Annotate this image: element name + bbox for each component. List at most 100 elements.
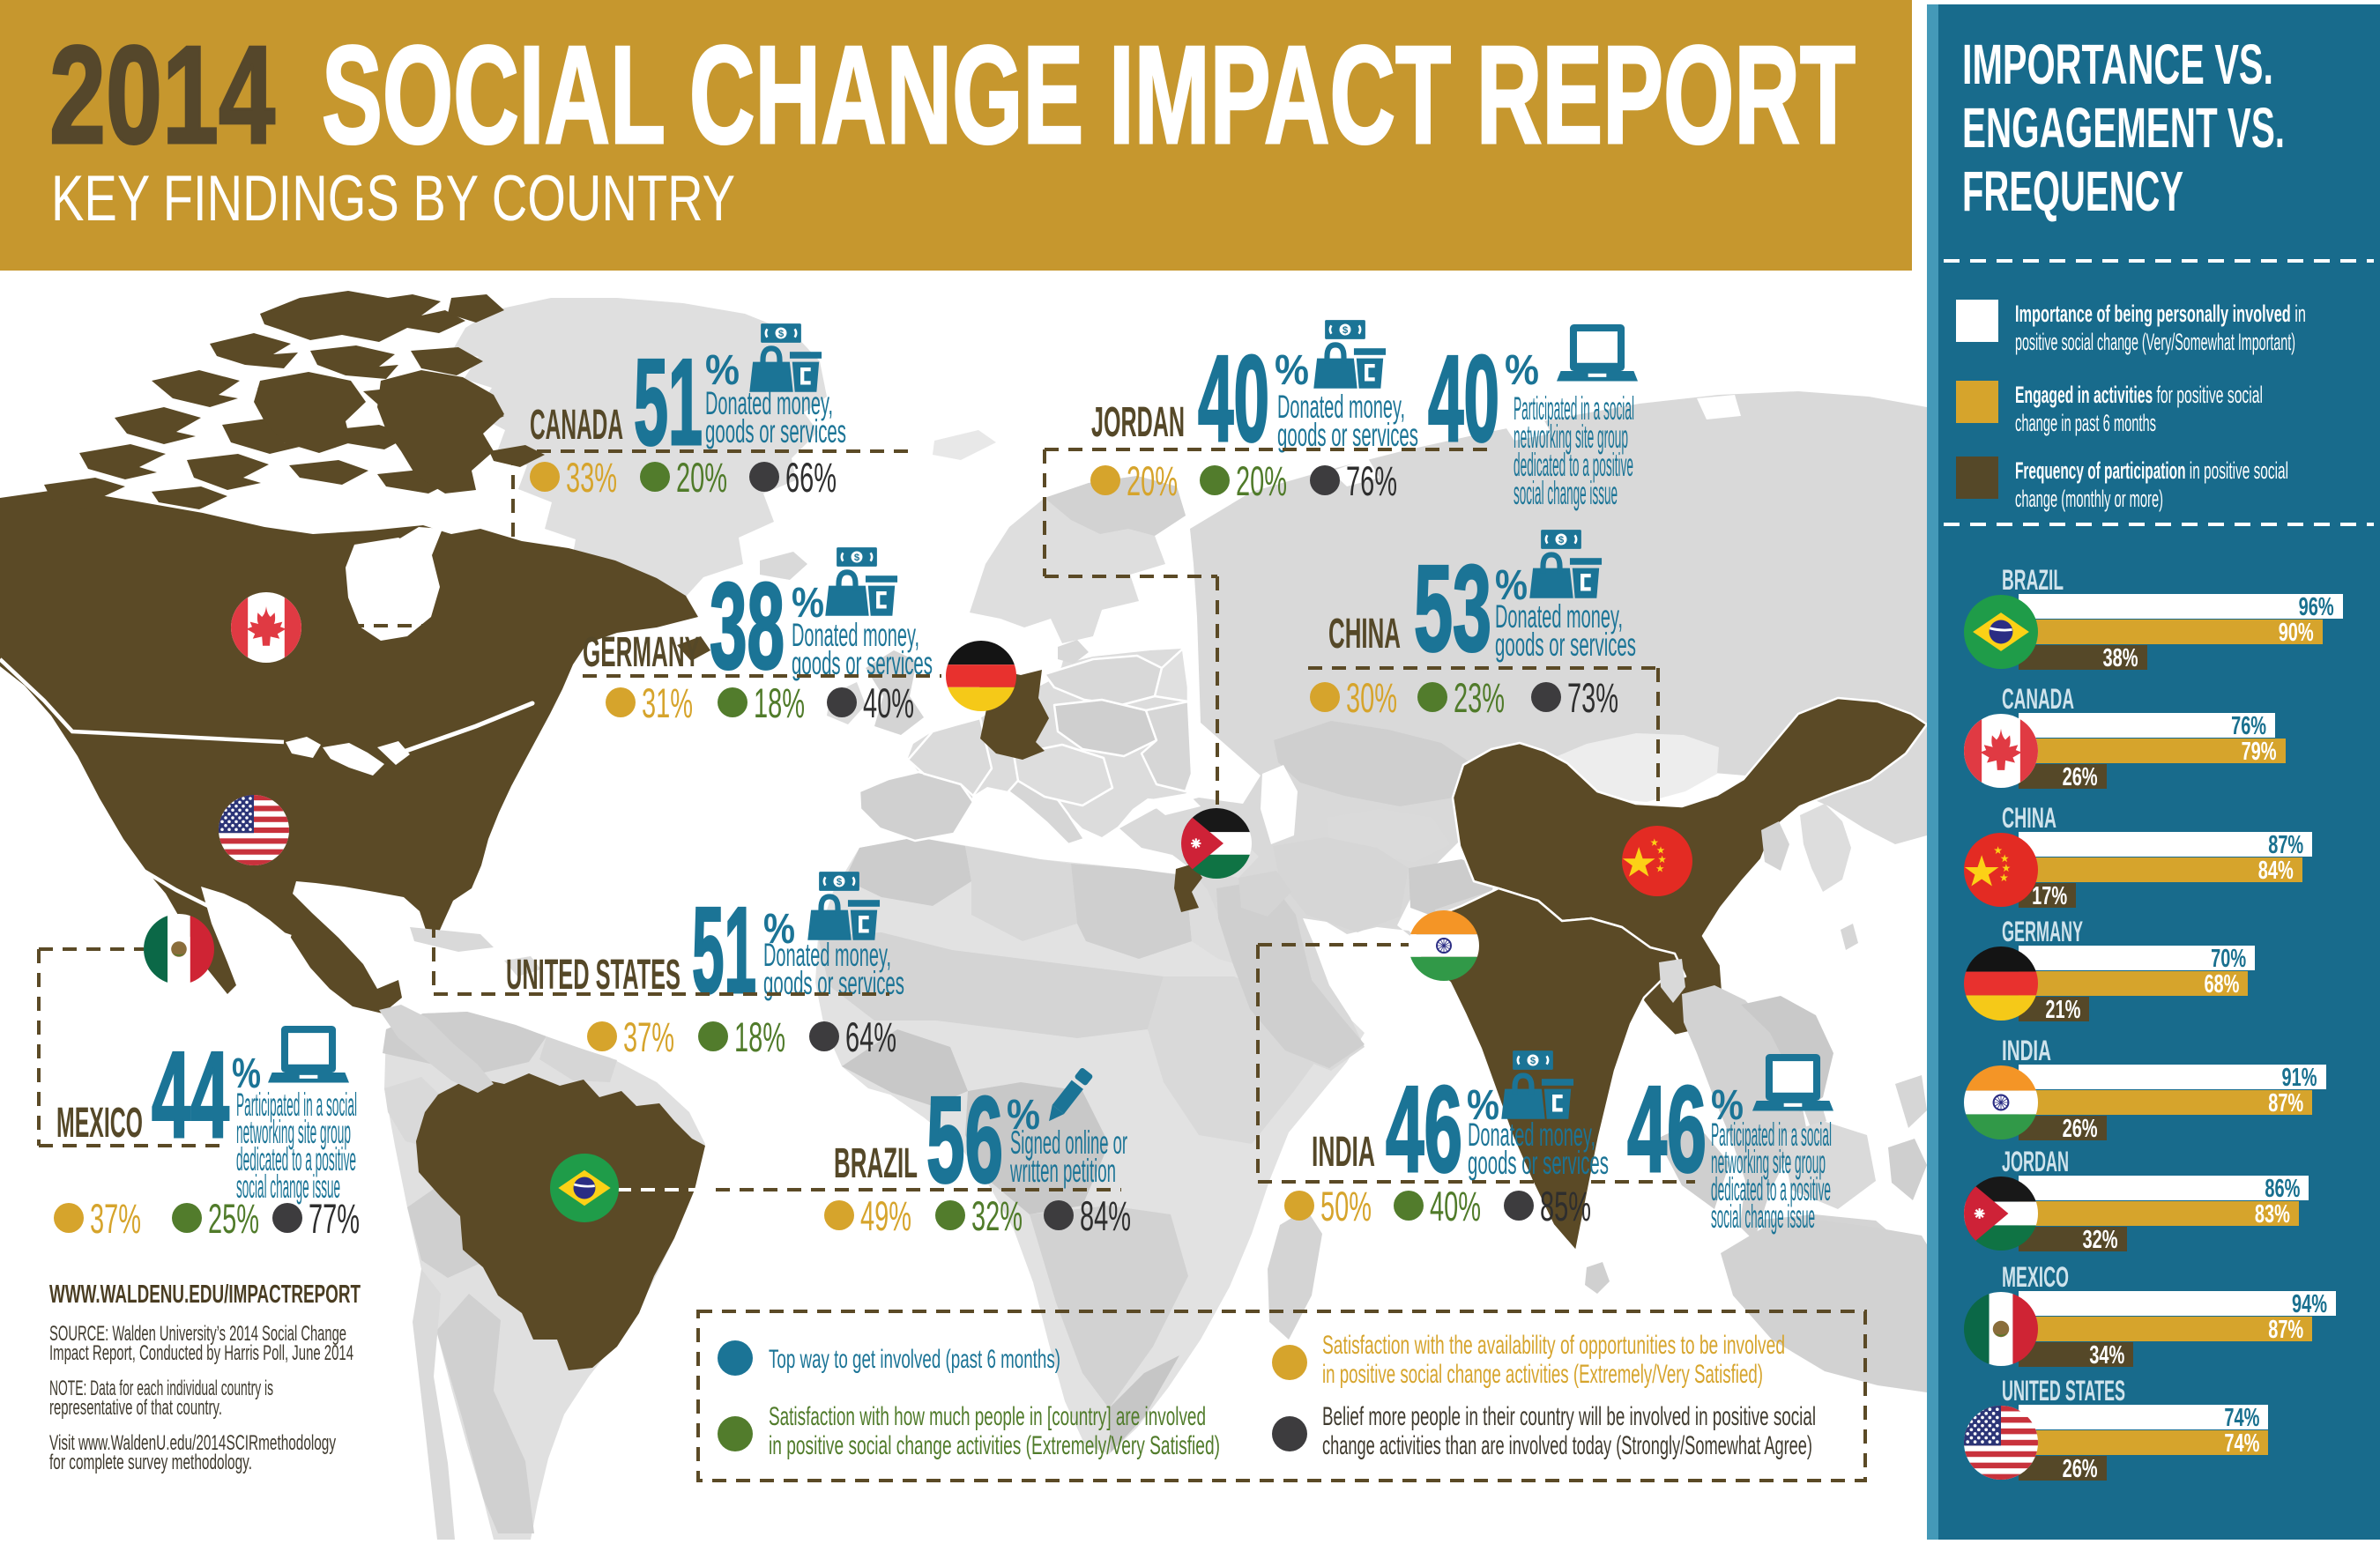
svg-text:Participated in a social: Participated in a social bbox=[1514, 390, 1634, 427]
svg-text:40%: 40% bbox=[863, 679, 914, 726]
svg-text:in positive social change acti: in positive social change activities (Ex… bbox=[1322, 1360, 1763, 1389]
svg-text:Importance of being personally: Importance of being personally involved … bbox=[2015, 301, 2306, 327]
svg-text:Donated money,: Donated money, bbox=[1277, 389, 1405, 425]
svg-text:46: 46 bbox=[1627, 1061, 1707, 1198]
svg-text:68%: 68% bbox=[2204, 970, 2239, 998]
svg-text:Satisfaction with how much peo: Satisfaction with how much people in [co… bbox=[769, 1402, 1206, 1431]
svg-text:SOCIAL CHANGE IMPACT REPORT: SOCIAL CHANGE IMPACT REPORT bbox=[322, 18, 1856, 173]
svg-text:25%: 25% bbox=[208, 1195, 259, 1242]
svg-text:goods or services: goods or services bbox=[1277, 417, 1418, 453]
svg-text:GERMANY: GERMANY bbox=[2002, 916, 2083, 947]
svg-text:KEY FINDINGS BY COUNTRY: KEY FINDINGS BY COUNTRY bbox=[51, 163, 735, 234]
svg-text:CANADA: CANADA bbox=[2002, 683, 2074, 715]
svg-text:31%: 31% bbox=[642, 679, 693, 726]
svg-text:87%: 87% bbox=[2268, 1316, 2303, 1344]
svg-text:70%: 70% bbox=[2211, 945, 2246, 973]
svg-text:2014: 2014 bbox=[49, 18, 275, 173]
svg-text:INDIA: INDIA bbox=[1312, 1129, 1375, 1176]
svg-text:Donated money,: Donated money, bbox=[705, 385, 833, 421]
svg-text:34%: 34% bbox=[2089, 1341, 2124, 1370]
svg-text:Top way to get involved (past: Top way to get involved (past 6 months) bbox=[769, 1345, 1060, 1374]
svg-text:%: % bbox=[1467, 1082, 1499, 1129]
svg-text:goods or services: goods or services bbox=[705, 413, 846, 449]
svg-text:Donated money,: Donated money, bbox=[792, 617, 919, 653]
svg-text:in positive social change acti: in positive social change activities (Ex… bbox=[769, 1431, 1220, 1460]
svg-text:Belief more people in their co: Belief more people in their country will… bbox=[1322, 1402, 1816, 1431]
svg-text:50%: 50% bbox=[1320, 1183, 1372, 1229]
svg-text:change activities than are inv: change activities than are involved toda… bbox=[1322, 1431, 1812, 1460]
svg-text:CHINA: CHINA bbox=[1328, 611, 1401, 657]
svg-text:32%: 32% bbox=[971, 1192, 1023, 1239]
svg-text:JORDAN: JORDAN bbox=[1091, 399, 1185, 446]
svg-text:change (monthly or more): change (monthly or more) bbox=[2015, 486, 2163, 512]
svg-text:32%: 32% bbox=[2083, 1226, 2118, 1254]
svg-text:64%: 64% bbox=[845, 1013, 896, 1060]
svg-text:FREQUENCY: FREQUENCY bbox=[1962, 160, 2183, 223]
svg-text:%: % bbox=[1711, 1082, 1744, 1129]
svg-text:20%: 20% bbox=[676, 454, 727, 501]
svg-text:73%: 73% bbox=[1567, 674, 1618, 721]
svg-text:76%: 76% bbox=[2231, 712, 2266, 740]
svg-text:JORDAN: JORDAN bbox=[2002, 1146, 2069, 1177]
svg-text:83%: 83% bbox=[2255, 1200, 2290, 1229]
svg-text:79%: 79% bbox=[2242, 738, 2277, 766]
svg-text:goods or services: goods or services bbox=[763, 965, 904, 1001]
svg-text:NOTE: Data for each individual: NOTE: Data for each individual country i… bbox=[49, 1377, 273, 1400]
svg-text:BRAZIL: BRAZIL bbox=[2002, 564, 2064, 596]
svg-text:87%: 87% bbox=[2268, 831, 2303, 859]
svg-text:$: $ bbox=[1342, 325, 1349, 336]
svg-text:Satisfaction with the availabi: Satisfaction with the availability of op… bbox=[1322, 1331, 1785, 1360]
svg-text:74%: 74% bbox=[2224, 1429, 2259, 1458]
svg-text:$: $ bbox=[1558, 535, 1565, 546]
svg-text:26%: 26% bbox=[2063, 1455, 2098, 1483]
svg-text:17%: 17% bbox=[2032, 882, 2067, 910]
svg-text:dedicated to a positive: dedicated to a positive bbox=[1711, 1171, 1831, 1207]
svg-text:20%: 20% bbox=[1127, 457, 1178, 504]
svg-text:for complete survey methodolog: for complete survey methodology. bbox=[49, 1451, 252, 1474]
svg-text:%: % bbox=[1495, 562, 1528, 609]
svg-text:38: 38 bbox=[710, 558, 785, 694]
svg-text:%: % bbox=[1007, 1092, 1040, 1139]
svg-text:ENGAGEMENT VS.: ENGAGEMENT VS. bbox=[1962, 96, 2285, 160]
svg-text:Donated money,: Donated money, bbox=[1495, 598, 1623, 635]
svg-text:18%: 18% bbox=[754, 679, 805, 726]
svg-text:%: % bbox=[792, 580, 824, 627]
svg-text:66%: 66% bbox=[785, 454, 837, 501]
svg-text:77%: 77% bbox=[309, 1195, 360, 1242]
svg-text:30%: 30% bbox=[1346, 674, 1397, 721]
svg-text:social change issue: social change issue bbox=[236, 1169, 340, 1205]
svg-text:$: $ bbox=[1530, 1056, 1536, 1066]
svg-text:Participated in a social: Participated in a social bbox=[236, 1087, 357, 1123]
svg-text:Donated money,: Donated money, bbox=[1468, 1117, 1595, 1153]
svg-text:51: 51 bbox=[692, 882, 756, 1019]
svg-text:GERMANY: GERMANY bbox=[583, 629, 700, 676]
svg-text:84%: 84% bbox=[2258, 857, 2294, 885]
svg-text:UNITED STATES: UNITED STATES bbox=[506, 952, 681, 998]
svg-text:goods or services: goods or services bbox=[1468, 1145, 1609, 1181]
svg-text:Frequency of participation in: Frequency of participation in positive s… bbox=[2015, 457, 2288, 484]
svg-text:WWW.WALDENU.EDU/IMPACTREPORT: WWW.WALDENU.EDU/IMPACTREPORT bbox=[49, 1280, 361, 1309]
svg-text:dedicated to a positive: dedicated to a positive bbox=[1514, 447, 1633, 483]
svg-text:SOURCE: Walden University’s 20: SOURCE: Walden University’s 2014 Social … bbox=[49, 1322, 346, 1346]
svg-text:CANADA: CANADA bbox=[530, 402, 623, 449]
svg-text:26%: 26% bbox=[2063, 763, 2098, 791]
svg-text:90%: 90% bbox=[2279, 619, 2314, 647]
svg-text:46: 46 bbox=[1386, 1061, 1462, 1198]
svg-text:37%: 37% bbox=[623, 1013, 674, 1060]
svg-text:91%: 91% bbox=[2282, 1064, 2317, 1092]
svg-text:Participated in a social: Participated in a social bbox=[1711, 1117, 1832, 1153]
svg-text:21%: 21% bbox=[2045, 996, 2080, 1024]
svg-text:86%: 86% bbox=[2265, 1175, 2300, 1203]
svg-text:UNITED STATES: UNITED STATES bbox=[2002, 1375, 2125, 1407]
svg-text:social change issue: social change issue bbox=[1711, 1199, 1815, 1235]
svg-text:CHINA: CHINA bbox=[2002, 802, 2056, 834]
svg-text:40: 40 bbox=[1428, 330, 1499, 467]
svg-text:networking site group: networking site group bbox=[1711, 1144, 1826, 1180]
svg-text:38%: 38% bbox=[2103, 644, 2138, 672]
svg-text:96%: 96% bbox=[2299, 593, 2334, 621]
svg-text:Signed online or: Signed online or bbox=[1010, 1125, 1127, 1161]
svg-text:networking site group: networking site group bbox=[236, 1114, 351, 1150]
svg-text:social change issue: social change issue bbox=[1514, 475, 1618, 511]
svg-text:%: % bbox=[763, 906, 795, 953]
svg-text:written petition: written petition bbox=[1009, 1153, 1116, 1189]
